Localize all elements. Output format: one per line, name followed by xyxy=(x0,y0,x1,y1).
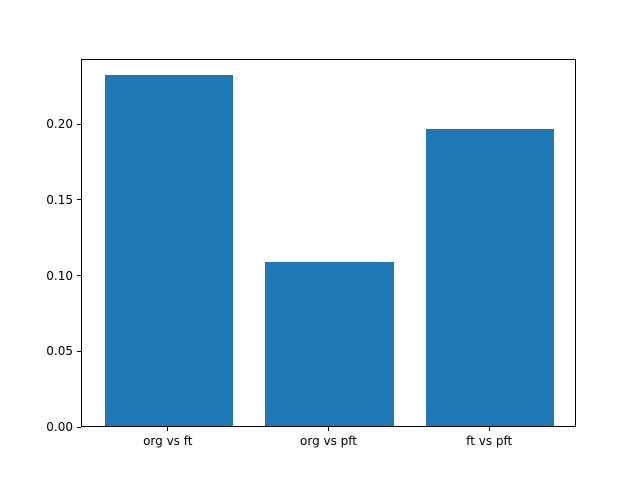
y-tick-label: 0.05 xyxy=(46,344,73,359)
y-tick-mark xyxy=(77,199,81,201)
x-tick-label-ft-vs-pft: ft vs pft xyxy=(466,434,513,448)
x-tick-label-org-vs-pft: org vs pft xyxy=(300,434,357,448)
y-tick-mark xyxy=(77,350,81,352)
x-tick-mark xyxy=(488,427,490,431)
bar-org-vs-pft xyxy=(265,262,394,426)
bar-ft-vs-pft xyxy=(425,129,555,426)
y-tick-mark xyxy=(77,275,81,277)
y-tick-label: 0.20 xyxy=(46,117,73,132)
x-tick-mark xyxy=(328,427,329,431)
y-tick-mark xyxy=(77,426,81,428)
y-tick-label: 0.00 xyxy=(46,420,73,434)
y-tick-mark xyxy=(77,123,81,125)
y-tick-label: 0.10 xyxy=(46,268,73,283)
x-tick-mark xyxy=(167,427,169,431)
x-tick-label-org-vs-ft: org vs ft xyxy=(143,434,193,448)
y-tick-label: 0.15 xyxy=(46,192,73,207)
plot-area xyxy=(81,59,576,427)
bar-org-vs-ft xyxy=(104,74,234,426)
